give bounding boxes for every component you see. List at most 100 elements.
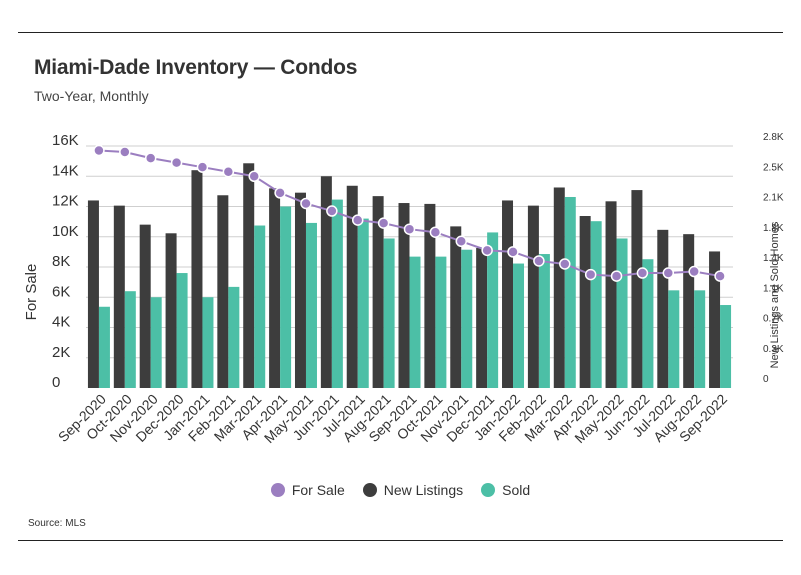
bar-new-listings <box>424 203 436 388</box>
y-tick-label: 2K <box>52 344 70 361</box>
bar-new-listings <box>476 247 488 388</box>
y-tick-label: 8K <box>52 253 70 270</box>
y-tick-label: 6K <box>52 283 70 300</box>
point-for-sale <box>662 267 675 279</box>
chart-title: Miami-Dade Inventory — Condos <box>34 56 358 79</box>
point-for-sale <box>714 270 726 282</box>
legend-item-new-listings: New Listings <box>362 482 464 498</box>
point-for-sale <box>610 270 623 282</box>
bar-new-listings <box>553 187 565 388</box>
point-for-sale <box>274 187 286 199</box>
y2-tick-label: 1.8K <box>763 223 784 234</box>
point-for-sale <box>222 165 235 178</box>
legend-swatch-for-sale <box>270 483 285 497</box>
bar-sold <box>694 290 706 388</box>
y-axis-title: For Sale <box>23 264 40 321</box>
point-for-sale <box>326 205 338 217</box>
bar-new-listings <box>631 190 643 388</box>
bar-new-listings <box>527 205 539 388</box>
y2-tick-label: 2.8K <box>763 132 784 143</box>
point-for-sale <box>144 152 157 164</box>
point-for-sale <box>481 244 493 257</box>
legend-swatch-sold <box>481 483 496 497</box>
bar-sold <box>668 290 680 388</box>
legend-label-for-sale: For Sale <box>291 482 345 498</box>
bar-new-listings <box>657 229 669 388</box>
y-tick-label: 16K <box>52 132 79 149</box>
point-for-sale <box>455 235 468 248</box>
bar-new-listings <box>605 201 617 388</box>
chart-subtitle: Two-Year, Monthly <box>34 88 149 104</box>
point-for-sale <box>533 255 545 267</box>
point-for-sale <box>507 246 519 258</box>
bar-new-listings <box>217 195 229 388</box>
point-for-sale <box>93 144 105 157</box>
bar-sold <box>513 263 525 388</box>
y2-tick-label: 0.3K <box>763 344 784 355</box>
bar-new-listings <box>398 203 410 388</box>
point-for-sale <box>584 268 597 281</box>
bar-new-listings <box>269 188 281 388</box>
bar-sold <box>564 196 576 388</box>
point-for-sale <box>429 226 442 238</box>
point-for-sale <box>170 156 183 169</box>
bar-sold <box>538 254 550 388</box>
bar-sold <box>150 297 162 388</box>
y2-tick-label: 0 <box>763 374 769 385</box>
bar-new-listings <box>294 192 306 388</box>
bar-new-listings <box>683 234 695 388</box>
point-for-sale <box>636 267 649 279</box>
y2-tick-label: 2.1K <box>763 193 784 204</box>
point-for-sale <box>300 197 312 210</box>
bar-sold <box>616 238 628 388</box>
point-for-sale <box>559 258 571 270</box>
bar-sold <box>383 238 395 388</box>
legend-item-for-sale: For Sale <box>270 482 345 498</box>
bar-new-listings <box>450 226 462 388</box>
bar-new-listings <box>139 224 151 388</box>
bar-sold <box>461 249 473 388</box>
bar-new-listings <box>502 200 514 388</box>
bar-new-listings <box>320 176 332 388</box>
bar-sold <box>357 218 369 388</box>
point-for-sale <box>688 265 700 278</box>
y-tick-label: 0 <box>52 374 60 391</box>
y2-tick-label: 1.4K <box>763 253 784 264</box>
point-for-sale <box>196 161 209 173</box>
bar-sold <box>254 225 266 388</box>
bar-sold <box>305 222 317 388</box>
legend: For Sale New Listings Sold <box>0 482 801 498</box>
legend-label-new-listings: New Listings <box>383 482 464 498</box>
y2-tick-label: 2.5K <box>763 162 784 173</box>
point-for-sale <box>377 217 390 229</box>
y2-axis-title: New Listings and Sold Homes <box>769 221 781 368</box>
bar-sold <box>228 286 240 388</box>
y-tick-label: 10K <box>52 223 79 240</box>
bar-new-listings <box>709 251 721 388</box>
bar-new-listings <box>243 163 255 388</box>
y-tick-label: 12K <box>52 193 79 210</box>
point-for-sale <box>403 223 416 235</box>
bar-sold <box>642 259 654 388</box>
bar-sold <box>331 199 343 388</box>
bar-sold <box>202 297 214 388</box>
point-for-sale <box>351 214 364 226</box>
legend-label-sold: Sold <box>502 482 531 498</box>
bottom-rule <box>18 540 783 541</box>
y-tick-label: 14K <box>52 162 79 179</box>
y2-tick-label: 1.1K <box>763 283 784 294</box>
bar-sold <box>435 256 447 388</box>
bar-new-listings <box>87 200 99 388</box>
legend-swatch-new-listings <box>362 483 377 497</box>
bar-sold <box>590 221 602 388</box>
y-tick-label: 4K <box>52 314 70 331</box>
bar-new-listings <box>113 205 125 388</box>
bar-new-listings <box>579 216 591 388</box>
point-for-sale <box>119 146 131 158</box>
bar-sold <box>487 232 499 388</box>
bar-sold <box>720 305 732 388</box>
y2-tick-label: 0.7K <box>763 314 784 325</box>
bar-new-listings <box>165 233 177 388</box>
bar-sold <box>176 273 188 388</box>
bar-sold <box>280 206 292 388</box>
